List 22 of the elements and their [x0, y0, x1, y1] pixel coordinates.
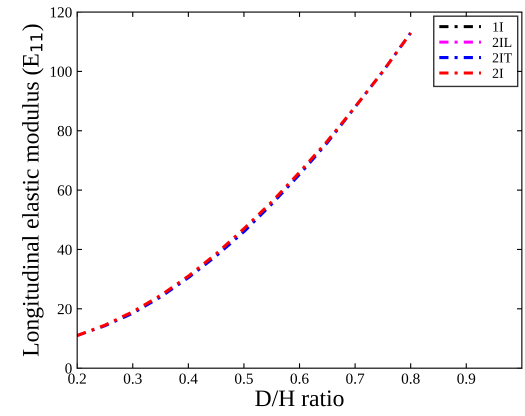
x-axis-title: D/H ratio [255, 390, 344, 406]
y-tick-label: 20 [58, 304, 72, 314]
y-axis-title: Longitudinal elastic modulus (E$_{11}$) [22, 24, 44, 356]
y-tick-label: 60 [58, 185, 72, 196]
y-tick-label: 0 [65, 363, 72, 374]
legend-label: 2IT [492, 53, 512, 62]
y-tick-label: 80 [58, 126, 72, 136]
x-tick-label: 0.4 [179, 373, 198, 384]
x-tick-label: 0.8 [402, 373, 420, 384]
x-tick-label: 0.5 [234, 373, 253, 384]
x-tick-label: 0.7 [346, 373, 364, 384]
legend-label: 2IL [492, 38, 512, 47]
x-tick-label: 0.3 [124, 373, 142, 384]
y-tick-label: 120 [50, 7, 72, 18]
x-tick-label: 0.6 [290, 373, 309, 384]
legend-label: 2I [492, 68, 504, 78]
y-tick-label: 40 [57, 244, 72, 255]
legend-label: 1I [493, 22, 504, 32]
y-tick-label: 100 [50, 66, 72, 77]
x-tick-label: 0.9 [457, 373, 476, 384]
line-series [77, 31, 412, 338]
x-tick-label: 0.2 [68, 373, 86, 384]
